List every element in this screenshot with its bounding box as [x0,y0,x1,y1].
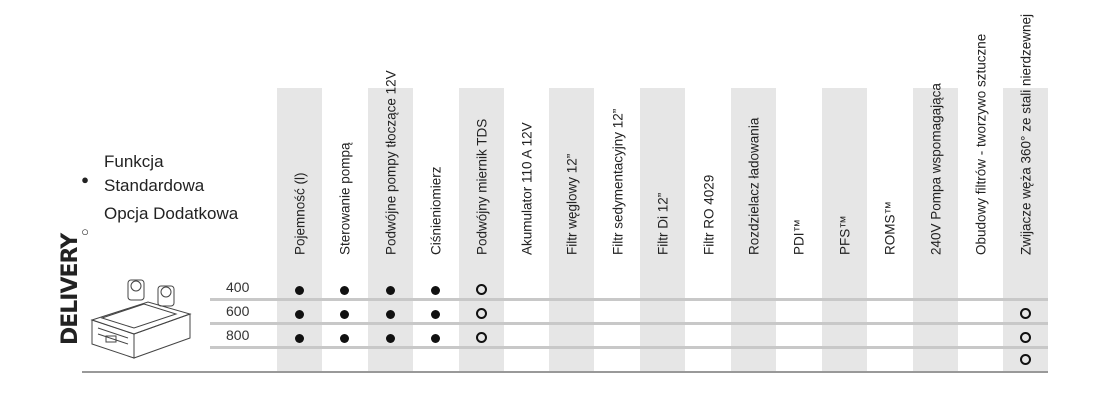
column-header-label: Sterowanie pompą [337,142,352,255]
column-header: Filtr RO 4029 [686,70,731,270]
column-header: ROMS™ [867,70,912,270]
standard-dot-icon [277,306,322,322]
column-header-label: Obudowy filtrów - tworzywo sztuczne [973,33,988,255]
column-header-label: ROMS™ [882,201,897,255]
column-header: Podwójne pompy tłoczące 12V [368,70,413,270]
column-header: Filtr węglowy 12” [549,70,594,270]
column-header-label: PDI™ [791,218,806,255]
standard-dot-icon [322,282,367,298]
standard-dot-icon [368,330,413,346]
column-header-label: Zwijacze węża 360° ze stali nierdzewnej [1018,13,1033,255]
row-capacity-label: 600 [226,303,250,319]
column-header: PFS™ [822,70,867,270]
row-capacity-label: 400 [226,279,250,295]
column-header: Zwijacze węża 360° ze stali nierdzewnej [1003,14,1048,270]
column-header-label: Podwójny miernik TDS [474,118,489,255]
column-header-label: Filtr węglowy 12” [564,153,579,255]
optional-ring-icon [459,282,504,298]
standard-dot-icon [413,330,458,346]
column-header: PDI™ [776,70,821,270]
column-header-label: Akumulator 110 A 12V [519,122,534,255]
standard-dot-icon [277,330,322,346]
side-title-text: DELIVERY [58,233,83,345]
column-header: Podwójny miernik TDS [459,70,504,270]
column-header: Pojemność (l) [277,70,322,270]
standard-dot-icon [322,330,367,346]
row-divider [210,298,1048,301]
column-header: 240V Pompa wspomagająca [913,70,958,270]
standard-dot-icon [277,282,322,298]
column-header-label: Pojemność (l) [292,172,307,255]
standard-dot-icon [368,306,413,322]
optional-ring-icon [459,306,504,322]
column-header: Ciśnieniomierz [413,70,458,270]
machine-illustration [90,279,192,359]
optional-ring-icon [1003,352,1048,368]
filled-dot-icon: ● [81,172,89,187]
column-header: Obudowy filtrów - tworzywo sztuczne [958,34,1003,270]
side-title: DELIVERY [38,234,83,370]
column-header: Sterowanie pompą [322,70,367,270]
column-header-label: Rozdzielacz ładowania [746,117,761,255]
standard-dot-icon [413,282,458,298]
row-capacity-label: 800 [226,327,250,343]
column-header-label: PFS™ [837,215,852,255]
column-header-label: Filtr RO 4029 [701,174,716,255]
standard-dot-icon [322,306,367,322]
column-header-label: Ciśnieniomierz [428,166,443,255]
column-header-label: Filtr sedymentacyjny 12” [610,108,625,255]
row-divider [210,346,1048,349]
column-header: Filtr sedymentacyjny 12” [595,70,640,270]
column-header-label: Podwójne pompy tłoczące 12V [383,70,398,255]
column-header: Akumulator 110 A 12V [504,70,549,270]
optional-ring-icon [459,330,504,346]
optional-ring-icon [1003,306,1048,322]
standard-dot-icon [413,306,458,322]
open-circle-icon: ○ [81,224,89,239]
legend-optional-label: Opcja Dodatkowa [104,204,239,223]
column-header: Rozdzielacz ładowania [731,70,776,270]
legend-standard-label: Funkcja Standardowa [104,152,205,195]
optional-ring-icon [1003,330,1048,346]
table-bottom-line [82,371,1048,373]
standard-dot-icon [368,282,413,298]
column-header: Filtr Di 12” [640,70,685,270]
column-header-label: Filtr Di 12” [655,192,670,255]
row-divider [210,322,1048,325]
column-header-label: 240V Pompa wspomagająca [928,83,943,255]
